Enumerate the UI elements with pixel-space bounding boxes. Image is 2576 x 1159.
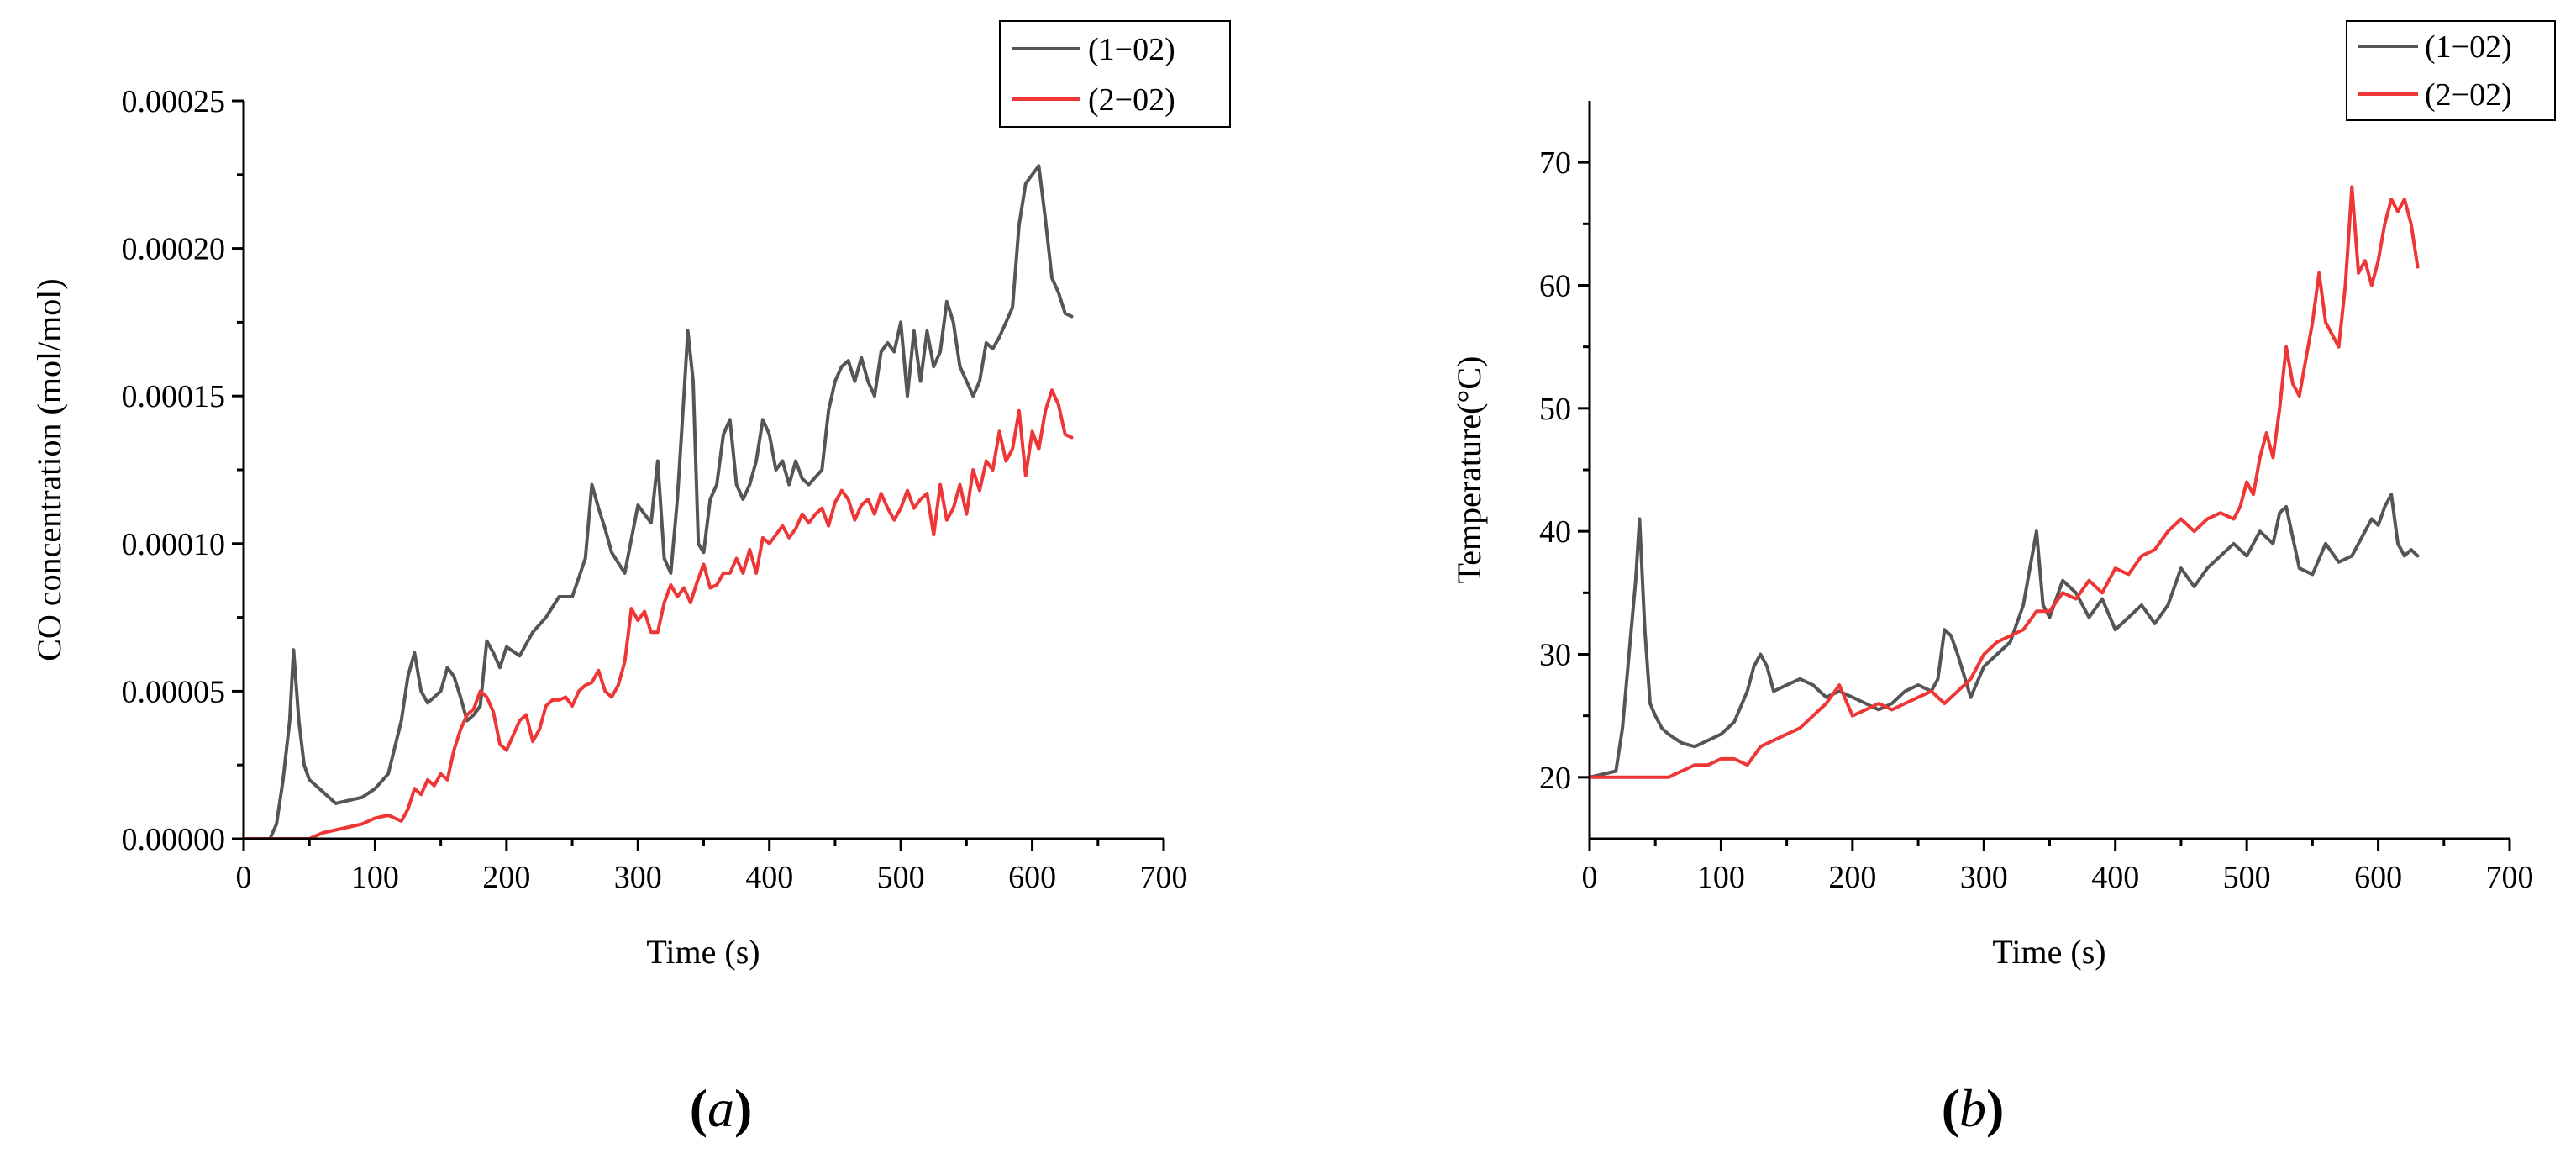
y-tick-label: 30 (1539, 638, 1571, 673)
legend-label-1-02: (1−02) (2425, 29, 2512, 65)
legend-box (999, 20, 1231, 128)
y-tick-label: 0.00020 (122, 232, 226, 267)
legend: (1−02) (2−02) (2346, 20, 2556, 121)
legend: (1−02) (2−02) (999, 20, 1231, 128)
x-tick-label: 600 (2354, 860, 2402, 895)
y-tick-label: 0.00010 (122, 527, 226, 562)
series-line-2-02 (242, 388, 1074, 840)
series-line-1-02 (242, 164, 1074, 840)
x-tick-label: 200 (482, 860, 530, 895)
x-tick-label: 300 (614, 860, 662, 895)
series-path-1-02 (1588, 493, 2420, 779)
x-axis-title: Time (s) (646, 933, 760, 971)
x-tick-label: 0 (1582, 860, 1598, 895)
x-tick-label: 400 (745, 860, 793, 895)
y-tick-label: 20 (1539, 761, 1571, 796)
y-axis-ticks: 20 30 40 50 60 70 (1539, 145, 1590, 796)
y-tick-label: 0.00015 (122, 379, 226, 414)
y-tick-label: 0.00005 (122, 674, 226, 709)
x-tick-label: 300 (1960, 860, 2008, 895)
series-line-2-02 (1588, 185, 2420, 779)
series-path-1-02 (242, 164, 1074, 840)
panel-label-b: (b) (1942, 1078, 2005, 1138)
x-tick-label: 700 (2486, 860, 2534, 895)
x-tick-label: 500 (2223, 860, 2271, 895)
y-tick-label: 0.00025 (122, 84, 226, 119)
x-tick-label: 100 (1697, 860, 1745, 895)
x-tick-label: 600 (1008, 860, 1056, 895)
y-tick-label: 50 (1539, 392, 1571, 427)
x-tick-label: 500 (877, 860, 925, 895)
legend-label-2-02: (2−02) (2425, 77, 2512, 113)
y-tick-label: 0.00000 (122, 822, 226, 857)
y-axis-title: Temperature(°C) (1450, 356, 1488, 584)
chart-panel-b: 0 100 200 300 400 500 600 700 20 30 40 50 60 70 Time… (1450, 20, 2556, 1138)
x-tick-label: 0 (236, 860, 252, 895)
x-tick-label: 400 (2091, 860, 2139, 895)
y-axis-title: CO concentration (mol/mol) (30, 278, 68, 661)
x-tick-label: 100 (351, 860, 399, 895)
y-tick-label: 70 (1539, 145, 1571, 181)
y-axis-ticks: 0.00000 0.00005 0.00010 0.00015 0.00020 0.000… (122, 84, 244, 857)
panel-label-a: (a) (690, 1078, 753, 1138)
legend-label-1-02: (1−02) (1088, 32, 1175, 67)
chart-panel-a: 0 100 200 300 400 500 600 700 0.000000.000050.0… (30, 20, 1231, 1138)
legend-box (2346, 20, 2556, 121)
x-axis-ticks: 0 100 200 300 400 500 600 700 (1582, 839, 2534, 895)
y-tick-label: 40 (1539, 514, 1571, 550)
y-tick-label: 60 (1539, 269, 1571, 304)
series-path-2-02 (1588, 185, 2420, 779)
legend-label-2-02: (2−02) (1088, 82, 1175, 118)
x-axis-ticks: 0 100 200 300 400 500 600 700 (236, 839, 1188, 895)
x-tick-label: 700 (1140, 860, 1188, 895)
series-line-1-02 (1588, 493, 2420, 779)
x-axis-title: Time (s) (1992, 933, 2105, 971)
series-path-2-02 (242, 388, 1074, 840)
x-tick-label: 200 (1828, 860, 1876, 895)
